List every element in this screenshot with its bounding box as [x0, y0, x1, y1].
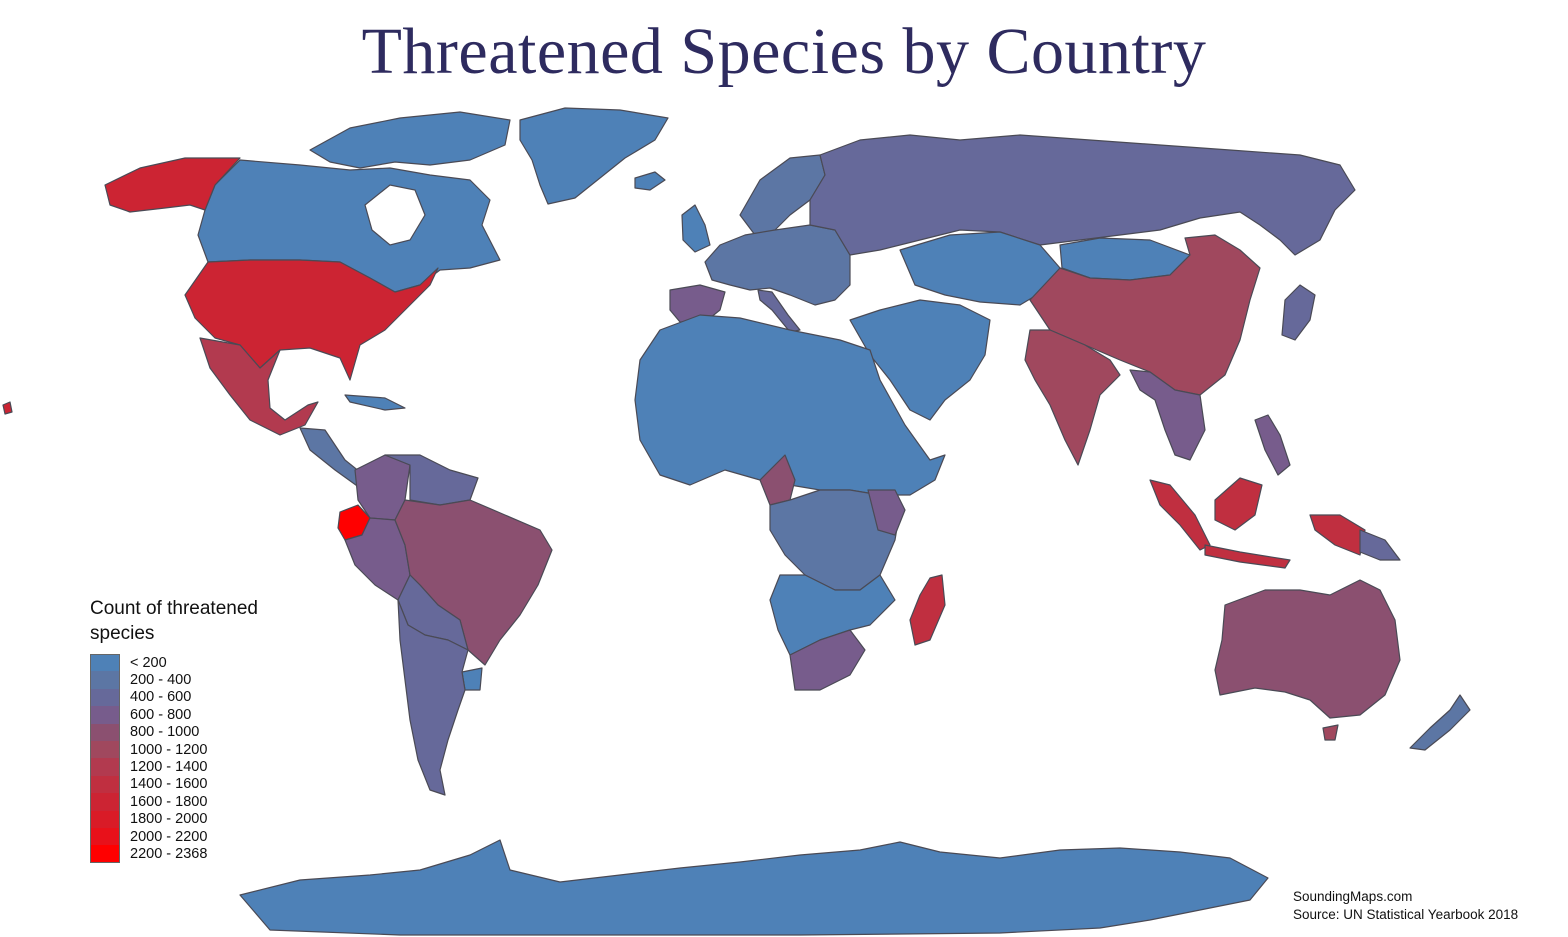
region-russia — [809, 134, 1356, 256]
source-credit: Source: UN Statistical Yearbook 2018 — [1293, 907, 1519, 922]
region-papua-new-guinea — [1359, 529, 1401, 561]
region-united-states — [184, 259, 439, 381]
legend-item: 1000 - 1200 — [90, 740, 300, 759]
region-hawaii — [2, 401, 13, 415]
legend-swatch — [90, 654, 120, 672]
legend-title: Count of threatened species — [90, 598, 258, 644]
region-new-zealand — [1409, 694, 1471, 751]
legend-label: 1200 - 1400 — [130, 759, 208, 776]
region-southeast-asia — [1129, 369, 1206, 461]
region-new-guinea — [1309, 514, 1366, 556]
legend-item: 800 - 1000 — [90, 723, 300, 741]
region-tasmania — [1322, 724, 1339, 741]
region-australia — [1214, 579, 1401, 719]
region-philippines — [1254, 414, 1291, 476]
region-alaska — [104, 157, 241, 213]
region-central-africa — [769, 489, 901, 591]
legend-item: 1200 - 1400 — [90, 758, 300, 776]
region-east-africa — [867, 489, 906, 536]
legend-label: 1000 - 1200 — [130, 741, 208, 758]
region-south-africa — [789, 629, 866, 691]
legend-swatch — [90, 845, 120, 863]
legend-item: 200 - 400 — [90, 671, 300, 689]
legend-label: 1400 - 1600 — [130, 776, 208, 793]
legend-item: 400 - 600 — [90, 688, 300, 707]
hudson-bay — [364, 184, 426, 246]
legend-item: 600 - 800 — [90, 706, 300, 724]
legend-label: 200 - 400 — [130, 672, 192, 689]
legend-classes: < 200 200 - 400 400 - 600 600 - 800 800 - 10… — [90, 654, 300, 863]
legend-swatch — [90, 758, 120, 776]
legend-label: 600 - 800 — [130, 706, 192, 723]
region-brazil — [394, 499, 553, 666]
region-north-africa — [634, 314, 946, 496]
legend-swatch — [90, 723, 120, 741]
legend-item: 2000 - 2200 — [90, 827, 300, 846]
region-mexico — [199, 337, 319, 436]
region-southern-africa — [769, 574, 896, 656]
legend-item: 2200 - 2368 — [90, 845, 300, 863]
legend-label: 2000 - 2200 — [130, 828, 208, 845]
legend-swatch — [90, 706, 120, 724]
region-cameroon — [759, 454, 796, 506]
region-europe — [704, 224, 851, 306]
legend-swatch — [90, 810, 120, 828]
legend-swatch — [90, 740, 120, 759]
legend-item: 1600 - 1800 — [90, 793, 300, 811]
region-argentina-chile — [397, 599, 469, 796]
region-china — [1029, 234, 1261, 396]
legend-label: 1600 - 1800 — [130, 793, 208, 810]
legend: Count of threatened species < 200 200 - 4… — [90, 596, 300, 863]
legend-swatch — [90, 827, 120, 846]
region-indonesia-java — [1204, 544, 1291, 569]
region-indonesia-sumatra — [1149, 479, 1211, 551]
legend-swatch — [90, 793, 120, 811]
legend-label: < 200 — [130, 654, 167, 671]
region-madagascar — [909, 574, 946, 646]
region-caribbean — [344, 394, 406, 411]
legend-swatch — [90, 688, 120, 707]
legend-swatch — [90, 671, 120, 689]
region-indonesia-borneo — [1214, 477, 1263, 531]
region-uk-ireland — [681, 204, 711, 253]
site-credit: SoundingMaps.com — [1293, 889, 1413, 904]
region-antarctica — [239, 839, 1269, 936]
map-title: Threatened Species by Country — [361, 15, 1207, 88]
legend-label: 800 - 1000 — [130, 724, 200, 741]
legend-item: 1800 - 2000 — [90, 810, 300, 828]
legend-label: 2200 - 2368 — [130, 845, 208, 862]
legend-item: 1400 - 1600 — [90, 775, 300, 794]
region-canadian-arctic-islands — [309, 111, 511, 169]
legend-item: < 200 — [90, 654, 300, 672]
credits: SoundingMaps.com Source: UN Statistical … — [1293, 888, 1518, 924]
region-japan — [1281, 284, 1316, 341]
legend-label: 1800 - 2000 — [130, 811, 208, 828]
region-greenland — [519, 107, 669, 205]
region-iceland — [634, 171, 666, 191]
legend-swatch — [90, 775, 120, 794]
region-india — [1024, 329, 1121, 466]
legend-label: 400 - 600 — [130, 689, 192, 706]
region-middle-east — [849, 299, 991, 421]
